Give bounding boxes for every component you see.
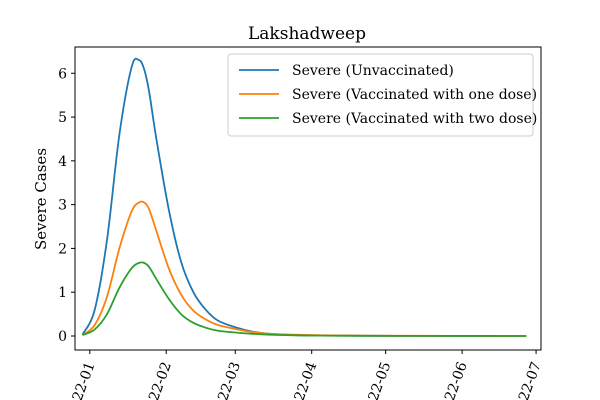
- series-line-3: [82, 261, 527, 337]
- y-tick-label: 2: [58, 241, 67, 257]
- plot-frame: [74, 46, 542, 351]
- x-tick-label: 22-05: [366, 360, 395, 400]
- x-tick-label: 22-06: [442, 360, 471, 400]
- legend-label-2: Severe (Vaccinated with one dose): [292, 87, 537, 103]
- x-tick-label: 22-04: [292, 360, 321, 400]
- chart-title: Lakshadweep: [248, 24, 366, 44]
- y-tick-label: 3: [58, 198, 67, 214]
- y-axis-label: Severe Cases: [32, 148, 50, 250]
- y-tick-label: 4: [58, 154, 67, 170]
- series-line-2: [81, 200, 527, 337]
- legend: Severe (Unvaccinated) Severe (Vaccinated …: [227, 53, 537, 137]
- y-axis: 0 1 2 3 4 5 6: [58, 66, 75, 345]
- x-tick-label: 22-01: [70, 360, 99, 400]
- y-tick-label: 1: [58, 285, 67, 301]
- series-lines: [81, 57, 527, 337]
- y-tick-label: 5: [58, 110, 67, 126]
- y-tick-label: 6: [58, 66, 67, 82]
- legend-box: [227, 53, 534, 137]
- x-tick-label: 22-07: [516, 360, 545, 400]
- y-tick-label: 0: [58, 329, 67, 345]
- x-tick-label: 22-03: [215, 360, 244, 400]
- x-axis: 22-01 22-02 22-03 22-04 22-05 22-06 22-07: [70, 350, 545, 400]
- legend-label-3: Severe (Vaccinated with two dose): [292, 111, 537, 127]
- legend-label-1: Severe (Unvaccinated): [292, 63, 454, 79]
- x-tick-label: 22-02: [146, 360, 175, 400]
